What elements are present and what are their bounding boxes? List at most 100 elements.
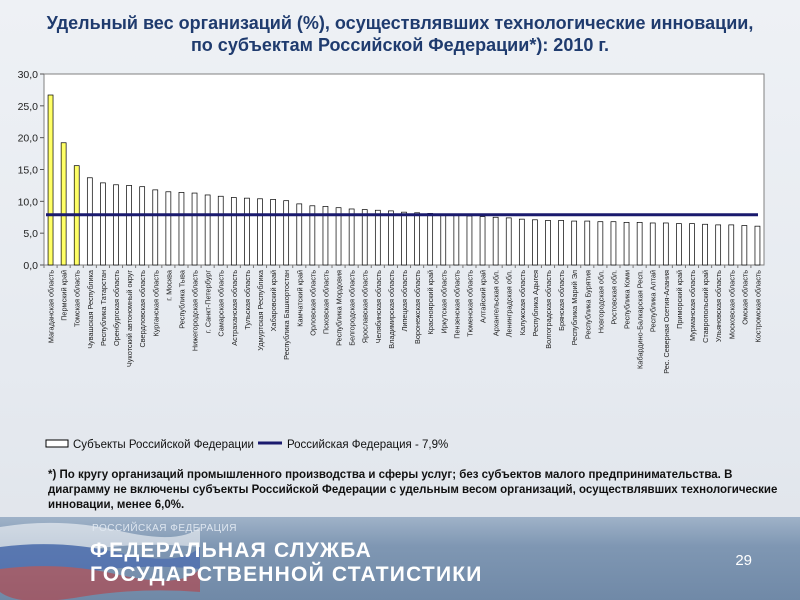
x-tick-label: Новгородская обл. <box>596 270 605 333</box>
x-tick-label: Республика Алтай <box>649 270 658 332</box>
x-tick-label: Хабаровский край <box>269 270 278 331</box>
x-tick-label: Московская область <box>727 270 736 339</box>
bar <box>139 186 146 266</box>
bar <box>388 210 394 266</box>
bar <box>204 194 211 266</box>
bar <box>558 220 564 266</box>
bar <box>623 221 630 266</box>
x-tick-label: Костромская область <box>753 270 762 343</box>
bar <box>270 199 276 266</box>
bar <box>296 203 303 266</box>
x-tick-label: Республика Тыва <box>177 269 186 329</box>
x-tick-label: Республика Татарстан <box>99 270 108 346</box>
x-tick-label: Удмуртская Республика <box>256 269 265 351</box>
bar <box>217 195 224 266</box>
y-tick-label: 15,0 <box>18 165 39 177</box>
y-tick-label: 20,0 <box>18 133 39 145</box>
bar <box>466 215 473 266</box>
flag-decoration <box>0 522 200 600</box>
agency-name-line2: ГОСУДАРСТВЕННОЙ СТАТИСТИКИ <box>90 563 483 586</box>
bar <box>47 94 54 266</box>
bar <box>597 221 604 266</box>
x-tick-label: г. Санкт-Петербург <box>204 270 213 333</box>
x-tick-label: Нижегородская область <box>191 270 200 351</box>
bar <box>165 191 172 266</box>
bar <box>584 220 591 266</box>
bar <box>414 212 420 266</box>
x-tick-label: Республика Коми <box>623 270 632 329</box>
x-tick-label: Приморский край <box>675 270 684 329</box>
bar <box>322 206 329 266</box>
x-tick-label: Ростовская обл. <box>609 270 618 325</box>
y-axis: 0,0 5,0 10,0 15,0 20,0 25,0 30,0 <box>18 69 44 272</box>
bar <box>545 220 551 266</box>
bar <box>479 216 486 266</box>
chart-title: Удельный вес организаций (%), осуществля… <box>46 13 754 55</box>
x-tick-label: Мурманская область <box>688 270 697 341</box>
legend-label-subjects: Субъекты Российской Федерации <box>73 439 254 451</box>
x-tick-label: Красноярский край <box>426 270 435 335</box>
x-tick-label: Камчатский край <box>295 270 304 327</box>
x-tick-label: Пермский край <box>60 270 69 321</box>
footnote: *) По кругу организаций промышленного пр… <box>48 469 778 511</box>
bar <box>348 208 355 266</box>
bar <box>361 209 368 266</box>
bar <box>610 221 617 266</box>
bar <box>649 222 656 266</box>
bar <box>60 142 67 266</box>
x-tick-label: Алтайский край <box>479 270 488 323</box>
x-tick-label: Астраханская область <box>230 270 239 346</box>
x-tick-label: Ставропольский край <box>701 270 710 343</box>
x-tick-label: Ульяновская область <box>714 270 723 342</box>
y-tick-label: 10,0 <box>18 196 39 208</box>
x-tick-label: Ярославская область <box>361 270 370 343</box>
bar <box>126 185 132 266</box>
footer-banner: РОССИЙСКАЯ ФЕДЕРАЦИЯ ФЕДЕРАЛЬНАЯ СЛУЖБА … <box>0 517 800 600</box>
bar <box>401 211 407 266</box>
bar <box>453 214 460 266</box>
x-tick-label: Липецкая область <box>400 270 409 332</box>
x-tick-label: Тюменская область <box>465 270 474 337</box>
bar <box>191 192 198 266</box>
bar <box>505 217 512 266</box>
x-tick-label: Республика Марий Эл <box>570 270 579 345</box>
bar <box>100 182 106 266</box>
bar <box>427 213 434 266</box>
x-tick-label: Воронежская область <box>413 270 422 344</box>
x-tick-label: Чувашская Республика <box>86 269 95 349</box>
x-tick-label: Челябинская область <box>374 270 383 343</box>
bar <box>309 205 316 266</box>
y-tick-label: 0,0 <box>23 260 38 272</box>
bar <box>702 223 708 266</box>
x-tick-label: Псковская область <box>321 270 330 334</box>
bar <box>754 225 761 266</box>
x-axis-labels: Магаданская область Пермский край Томская … <box>43 265 762 374</box>
bar <box>113 184 119 266</box>
bar <box>676 223 682 266</box>
bar <box>178 192 185 266</box>
bar <box>440 214 447 266</box>
bar <box>689 223 695 266</box>
x-tick-label: Белгородская область <box>348 270 357 346</box>
y-tick-label: 5,0 <box>23 228 38 240</box>
x-tick-label: Калужская область <box>518 270 527 335</box>
bar <box>662 222 669 266</box>
x-tick-label: Омская область <box>740 270 749 325</box>
x-tick-label: Республика Бурятия <box>583 270 592 339</box>
bar <box>283 200 290 266</box>
legend-label-russia: Российская Федерация - 7,9% <box>287 439 448 451</box>
bar <box>257 198 263 266</box>
bar-chart: 0,0 5,0 10,0 15,0 20,0 25,0 30,0 Магаданская о… <box>18 69 765 451</box>
agency-name-line1: ФЕДЕРАЛЬНАЯ СЛУЖБА <box>90 539 373 562</box>
bar <box>518 218 525 266</box>
bars-group <box>47 94 761 266</box>
x-tick-label: Республика Башкортостан <box>282 270 291 360</box>
x-tick-label: Свердловская область <box>138 270 147 348</box>
x-tick-label: Оренбургская область <box>112 270 121 346</box>
x-tick-label: Чукотский автономный округ <box>125 270 134 367</box>
bar <box>636 221 643 266</box>
x-tick-label: Курганская область <box>151 270 160 337</box>
y-tick-label: 25,0 <box>18 101 39 113</box>
bar <box>571 220 578 266</box>
chart-legend: Субъекты Российской Федерации Российская… <box>45 439 448 451</box>
